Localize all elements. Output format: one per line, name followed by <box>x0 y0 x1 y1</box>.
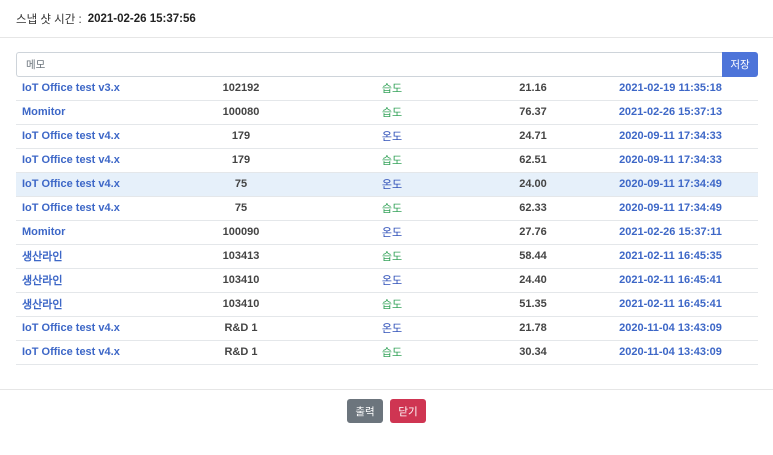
timestamp-cell: 2020-09-11 17:34:49 <box>583 172 758 197</box>
table-row[interactable]: 생산라인 103410 온도 24.40 2021-02-11 16:45:41 <box>16 268 758 293</box>
sensor-id-cell: 75 <box>181 196 301 221</box>
sensor-value-cell: 21.78 <box>483 316 583 341</box>
sensor-id-cell: 179 <box>181 148 301 173</box>
timestamp-cell: 2021-02-11 16:45:41 <box>583 268 758 293</box>
timestamp-cell: 2020-11-04 13:43:09 <box>583 340 758 365</box>
sensor-type-cell: 습도 <box>301 196 483 221</box>
snapshot-time: 2021-02-26 15:37:56 <box>87 12 196 25</box>
save-button[interactable]: 저장 <box>722 52 758 77</box>
sensor-id-cell: 75 <box>181 172 301 197</box>
sensor-value-cell: 21.16 <box>483 78 583 101</box>
table-row[interactable]: IoT Office test v4.x 179 습도 62.51 2020-09-11… <box>16 148 758 173</box>
device-name-cell: IoT Office test v4.x <box>16 124 181 149</box>
device-name-cell: 생산라인 <box>16 268 181 293</box>
table-row[interactable]: Momitor 100080 습도 76.37 2021-02-26 15:37:13 <box>16 100 758 125</box>
sensor-value-cell: 24.71 <box>483 124 583 149</box>
device-name-cell: IoT Office test v4.x <box>16 148 181 173</box>
table-row[interactable]: IoT Office test v4.x 75 온도 24.00 2020-09-11 … <box>16 172 758 197</box>
timestamp-cell: 2021-02-19 11:35:18 <box>583 78 758 101</box>
timestamp-cell: 2020-09-11 17:34:33 <box>583 124 758 149</box>
sensor-type-cell: 습도 <box>301 244 483 269</box>
table-row[interactable]: IoT Office test v3.x 102192 습도 21.16 2021-02… <box>16 78 758 101</box>
sensor-id-cell: 100090 <box>181 220 301 245</box>
table-row[interactable]: IoT Office test v4.x R&D 1 온도 21.78 2020-11-… <box>16 316 758 341</box>
table-row[interactable]: 생산라인 103413 습도 58.44 2021-02-11 16:45:35 <box>16 244 758 269</box>
table-row[interactable]: IoT Office test v4.x R&D 1 습도 30.34 2020-11-… <box>16 340 758 365</box>
device-name-cell: IoT Office test v4.x <box>16 196 181 221</box>
sensor-id-cell: 103410 <box>181 292 301 317</box>
timestamp-cell: 2021-02-26 15:37:13 <box>583 100 758 125</box>
print-button[interactable]: 출력 <box>347 399 383 423</box>
timestamp-cell: 2020-09-11 17:34:49 <box>583 196 758 221</box>
sensor-value-cell: 51.35 <box>483 292 583 317</box>
device-name-cell: Momitor <box>16 100 181 125</box>
footer-divider <box>0 389 773 390</box>
sensor-type-cell: 습도 <box>301 78 483 101</box>
sensor-id-cell: 100080 <box>181 100 301 125</box>
table-row[interactable]: IoT Office test v4.x 75 습도 62.33 2020-09-11 … <box>16 196 758 221</box>
sensor-table-scroll[interactable]: IoT Office test v3.x 102192 습도 21.16 2021-02… <box>16 78 758 368</box>
sensor-type-cell: 온도 <box>301 220 483 245</box>
sensor-type-cell: 온도 <box>301 316 483 341</box>
sensor-type-cell: 습도 <box>301 100 483 125</box>
device-name-cell: 생산라인 <box>16 244 181 269</box>
sensor-type-cell: 온도 <box>301 172 483 197</box>
sensor-id-cell: 103413 <box>181 244 301 269</box>
device-name-cell: 생산라인 <box>16 292 181 317</box>
timestamp-cell: 2020-09-11 17:34:33 <box>583 148 758 173</box>
sensor-type-cell: 온도 <box>301 268 483 293</box>
memo-row: 저장 <box>16 52 758 77</box>
sensor-value-cell: 62.51 <box>483 148 583 173</box>
table-row[interactable]: 생산라인 103410 습도 51.35 2021-02-11 16:45:41 <box>16 292 758 317</box>
sensor-type-cell: 습도 <box>301 340 483 365</box>
device-name-cell: IoT Office test v4.x <box>16 316 181 341</box>
snapshot-header: 스냅 샷 시간 : 2021-02-26 15:37:56 <box>0 0 773 38</box>
sensor-value-cell: 58.44 <box>483 244 583 269</box>
device-name-cell: IoT Office test v3.x <box>16 78 181 101</box>
memo-input[interactable] <box>16 52 722 77</box>
snapshot-label: 스냅 샷 시간 : <box>16 13 82 26</box>
sensor-type-cell: 습도 <box>301 148 483 173</box>
close-button[interactable]: 닫기 <box>390 399 426 423</box>
sensor-type-cell: 온도 <box>301 124 483 149</box>
sensor-id-cell: 103410 <box>181 268 301 293</box>
sensor-type-cell: 습도 <box>301 292 483 317</box>
timestamp-cell: 2020-11-04 13:43:09 <box>583 316 758 341</box>
table-row[interactable]: Momitor 100090 온도 27.76 2021-02-26 15:37:11 <box>16 220 758 245</box>
timestamp-cell: 2021-02-26 15:37:11 <box>583 220 758 245</box>
sensor-id-cell: R&D 1 <box>181 316 301 341</box>
sensor-table: IoT Office test v3.x 102192 습도 21.16 2021-02… <box>16 78 758 365</box>
sensor-id-cell: 102192 <box>181 78 301 101</box>
sensor-value-cell: 27.76 <box>483 220 583 245</box>
sensor-value-cell: 76.37 <box>483 100 583 125</box>
device-name-cell: IoT Office test v4.x <box>16 340 181 365</box>
sensor-value-cell: 24.00 <box>483 172 583 197</box>
timestamp-cell: 2021-02-11 16:45:35 <box>583 244 758 269</box>
sensor-table-body: IoT Office test v3.x 102192 습도 21.16 2021-02… <box>16 78 758 365</box>
device-name-cell: IoT Office test v4.x <box>16 172 181 197</box>
sensor-value-cell: 24.40 <box>483 268 583 293</box>
device-name-cell: Momitor <box>16 220 181 245</box>
sensor-id-cell: R&D 1 <box>181 340 301 365</box>
sensor-value-cell: 30.34 <box>483 340 583 365</box>
timestamp-cell: 2021-02-11 16:45:41 <box>583 292 758 317</box>
table-row[interactable]: IoT Office test v4.x 179 온도 24.71 2020-09-11… <box>16 124 758 149</box>
sensor-value-cell: 62.33 <box>483 196 583 221</box>
sensor-id-cell: 179 <box>181 124 301 149</box>
